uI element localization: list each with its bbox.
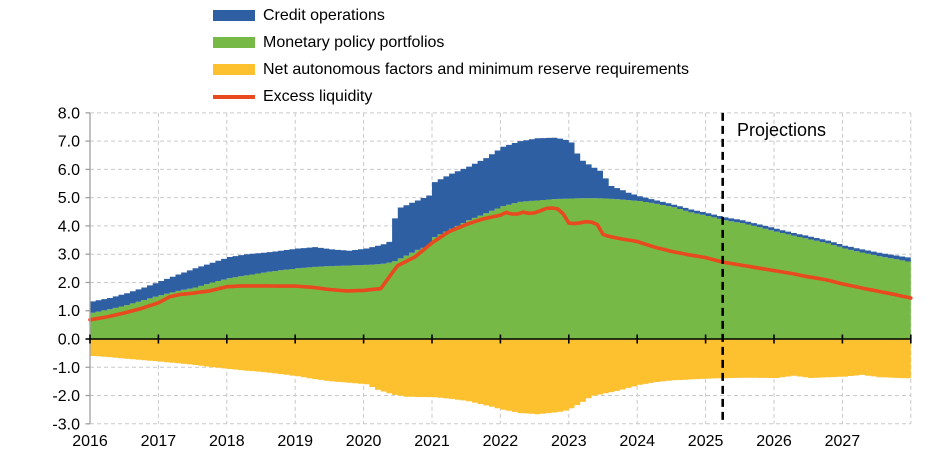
x-tick-label: 2026 xyxy=(756,433,792,450)
excess-liquidity-line-swatch-icon xyxy=(213,94,255,99)
legend-label-excess-liquidity: Excess liquidity xyxy=(263,87,373,105)
x-tick-label: 2019 xyxy=(277,433,313,450)
excess-liquidity-line xyxy=(88,206,913,322)
x-tick-label: 2021 xyxy=(414,433,450,450)
x-tick-label: 2024 xyxy=(619,433,655,450)
legend-item-excess-liquidity: Excess liquidity xyxy=(213,83,689,110)
monetary-policy-portfolios-swatch-icon xyxy=(213,37,255,48)
x-tick-label: 2020 xyxy=(346,433,382,450)
credit-operations-area xyxy=(90,137,911,313)
legend-label-monetary-policy-portfolios: Monetary policy portfolios xyxy=(263,33,445,51)
x-tick-label: 2027 xyxy=(825,433,861,450)
axes xyxy=(85,112,912,425)
x-tick-label: 2018 xyxy=(209,433,245,450)
legend-item-net-autonomous-factors: Net autonomous factors and minimum reser… xyxy=(213,56,689,83)
y-tick-label: 2.0 xyxy=(58,275,80,292)
monetary-policy-portfolios-area xyxy=(90,198,911,339)
stacked-areas xyxy=(90,137,911,415)
y-tick-label: -2.0 xyxy=(52,388,80,405)
y-tick-label: 6.0 xyxy=(58,162,80,179)
legend-item-credit-operations: Credit operations xyxy=(213,2,689,29)
x-tick-label: 2023 xyxy=(551,433,587,450)
y-tick-label: 0.0 xyxy=(58,332,80,349)
legend-label-credit-operations: Credit operations xyxy=(263,6,385,24)
axis-tick-labels: 8.07.06.05.04.03.02.01.00.0-1.0-2.0-3.02… xyxy=(52,105,860,450)
y-tick-label: -1.0 xyxy=(52,360,80,377)
x-tick-label: 2022 xyxy=(483,433,519,450)
x-tick-label: 2025 xyxy=(688,433,724,450)
y-tick-label: -3.0 xyxy=(52,416,80,433)
net-autonomous-factors-swatch-icon xyxy=(213,64,255,75)
legend-item-monetary-policy-portfolios: Monetary policy portfolios xyxy=(213,29,689,56)
y-tick-label: 8.0 xyxy=(58,105,80,122)
x-tick-label: 2016 xyxy=(72,433,108,450)
y-tick-label: 7.0 xyxy=(58,134,80,151)
y-tick-label: 5.0 xyxy=(58,190,80,207)
y-tick-label: 4.0 xyxy=(58,218,80,235)
x-tick-label: 2017 xyxy=(141,433,177,450)
net-autonomous-factors-area xyxy=(90,339,911,415)
projections-label: Projections xyxy=(737,120,827,140)
chart-legend: Credit operations Monetary policy portfo… xyxy=(213,2,689,110)
legend-label-net-autonomous-factors: Net autonomous factors and minimum reser… xyxy=(263,60,689,78)
y-tick-label: 3.0 xyxy=(58,247,80,264)
credit-operations-swatch-icon xyxy=(213,10,255,21)
y-tick-label: 1.0 xyxy=(58,303,80,320)
